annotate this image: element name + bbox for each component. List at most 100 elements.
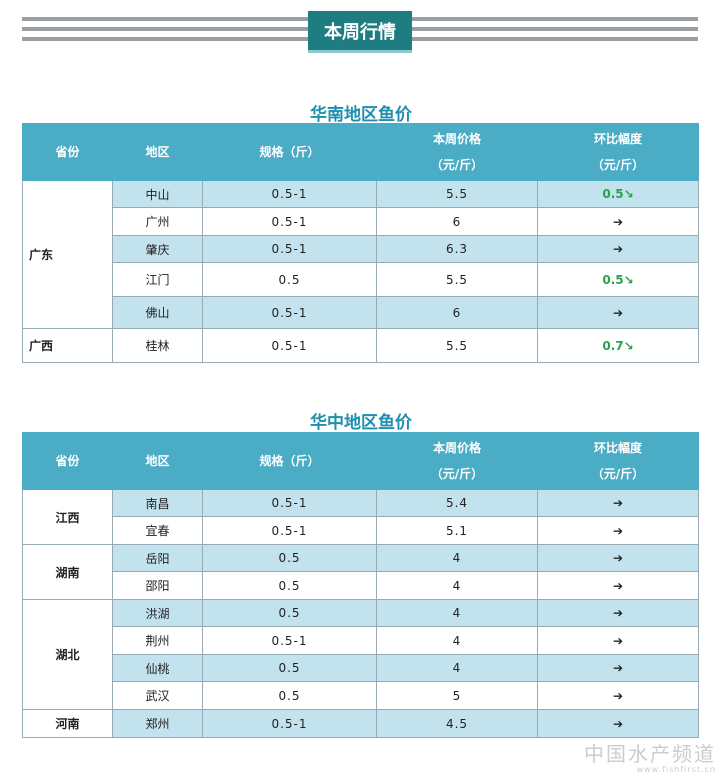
price-cell-text: 4 [452, 578, 462, 593]
col-price: 本周价格 （元/斤） [376, 123, 538, 181]
change-cell: ➔ [537, 296, 699, 329]
region-cell-text: 佛山 [145, 306, 170, 320]
price-cell-text: 6.3 [445, 242, 469, 256]
price-cell-text: 4 [452, 606, 462, 620]
spec-cell-text: 0.5-1 [271, 187, 308, 201]
price-cell-text: 5.4 [445, 496, 469, 510]
spec-cell-text: 0.5 [278, 606, 301, 620]
trend-down-value: 0.7↘ [602, 338, 634, 353]
region-cell: 宜春 [112, 516, 203, 545]
spec-cell: 0.5-1 [202, 516, 377, 545]
trend-flat-arrow-icon: ➔ [612, 578, 624, 593]
price-cell: 4 [376, 626, 538, 655]
province-cell: 广东 [22, 180, 113, 329]
region-cell: 武汉 [112, 681, 203, 710]
south-section-title: 华南地区鱼价 [310, 105, 412, 125]
spec-cell-text: 0.5 [278, 688, 301, 703]
table-header-row: 省份 地区 规格（斤） 本周价格 （元/斤） 环比幅度 （元/斤） [22, 432, 699, 490]
price-cell-text: 6 [452, 305, 462, 320]
price-cell: 4 [376, 544, 538, 572]
region-cell-text: 桂林 [145, 339, 170, 353]
change-cell: ➔ [537, 599, 699, 627]
spec-cell: 0.5-1 [202, 180, 377, 208]
spec-cell-text: 0.5 [278, 551, 301, 565]
price-cell-text: 4 [452, 551, 462, 565]
region-cell-text: 邵阳 [145, 579, 170, 593]
col-price: 本周价格 （元/斤） [376, 432, 538, 490]
price-cell-text: 4 [452, 633, 462, 648]
central-section-title: 华中地区鱼价 [310, 413, 412, 433]
table-row: 湖南 岳阳 0.5 4 ➔ [22, 544, 699, 600]
col-region: 地区 [112, 432, 203, 490]
spec-cell: 0.5 [202, 262, 377, 297]
spec-cell: 0.5 [202, 599, 377, 627]
price-cell-text: 4 [452, 661, 462, 675]
spec-cell: 0.5 [202, 654, 377, 682]
region-cell-text: 肇庆 [145, 242, 170, 257]
table-row: 广西 桂林 0.5-1 5.5 0.7↘ [22, 328, 699, 363]
spec-cell: 0.5-1 [202, 328, 377, 363]
region-cell: 南昌 [112, 489, 203, 517]
col-change: 环比幅度 （元/斤） [537, 432, 699, 490]
region-cell: 仙桃 [112, 654, 203, 682]
change-cell: ➔ [537, 654, 699, 682]
change-cell: ➔ [537, 681, 699, 710]
change-cell: ➔ [537, 709, 699, 738]
trend-down-value: 0.5↘ [602, 187, 634, 201]
trend-flat-arrow-icon: ➔ [612, 688, 624, 703]
price-cell: 5.1 [376, 516, 538, 545]
spec-cell-text: 0.5-1 [271, 523, 308, 538]
region-cell-text: 中山 [145, 187, 170, 202]
trend-flat-arrow-icon: ➔ [612, 305, 624, 320]
trend-flat-arrow-icon: ➔ [612, 716, 624, 731]
spec-cell: 0.5-1 [202, 207, 377, 236]
region-cell-text: 武汉 [145, 689, 170, 703]
region-cell: 郑州 [112, 709, 203, 738]
table-row: 江门 0.5 5.5 0.5↘ [23, 262, 699, 297]
price-cell: 6.3 [376, 235, 538, 263]
price-cell: 5.5 [376, 180, 538, 208]
province-cell: 江西 [22, 489, 113, 545]
region-cell-text: 南昌 [145, 496, 170, 511]
region-cell: 江门 [112, 262, 203, 297]
region-cell-text: 广州 [145, 215, 170, 229]
region-cell: 邵阳 [112, 571, 203, 600]
spec-cell: 0.5 [202, 571, 377, 600]
price-cell: 6 [376, 207, 538, 236]
change-cell: ➔ [537, 626, 699, 655]
col-region: 地区 [112, 123, 203, 181]
change-cell: ➔ [537, 516, 699, 545]
price-cell-text: 4.5 [445, 716, 469, 731]
trend-flat-arrow-icon: ➔ [612, 551, 624, 565]
spec-cell-text: 0.5-1 [271, 496, 308, 510]
region-cell: 岳阳 [112, 544, 203, 572]
change-cell: 0.5↘ [537, 180, 699, 208]
price-cell: 4 [376, 599, 538, 627]
price-cell-text: 5.5 [445, 187, 469, 201]
watermark-logo: 中国水产频道 www.fishfirst.cn [584, 742, 716, 774]
change-cell: ➔ [537, 544, 699, 572]
col-change: 环比幅度 （元/斤） [537, 123, 699, 181]
price-cell: 4 [376, 571, 538, 600]
province-cell: 湖南 [22, 544, 113, 600]
change-cell: ➔ [537, 235, 699, 263]
trend-flat-arrow-icon: ➔ [612, 606, 624, 620]
table-row: 河南 郑州 0.5-1 4.5 ➔ [22, 709, 699, 738]
region-cell: 肇庆 [112, 235, 203, 263]
province-cell: 河南 [22, 709, 113, 738]
change-cell: ➔ [537, 489, 699, 517]
region-cell: 佛山 [112, 296, 203, 329]
region-cell: 桂林 [112, 328, 203, 363]
spec-cell-text: 0.5-1 [271, 338, 308, 353]
province-cell: 湖北 [22, 599, 113, 710]
spec-cell: 0.5-1 [202, 489, 377, 517]
price-cell: 5.5 [376, 262, 538, 297]
table-row: 邵阳 0.5 4 ➔ [23, 571, 699, 600]
change-cell: 0.5↘ [537, 262, 699, 297]
spec-cell: 0.5 [202, 681, 377, 710]
spec-cell-text: 0.5-1 [271, 214, 308, 229]
col-spec: 规格（斤） [202, 123, 377, 181]
price-cell-text: 6 [452, 214, 462, 229]
price-cell: 4.5 [376, 709, 538, 738]
trend-flat-arrow-icon: ➔ [612, 214, 624, 229]
